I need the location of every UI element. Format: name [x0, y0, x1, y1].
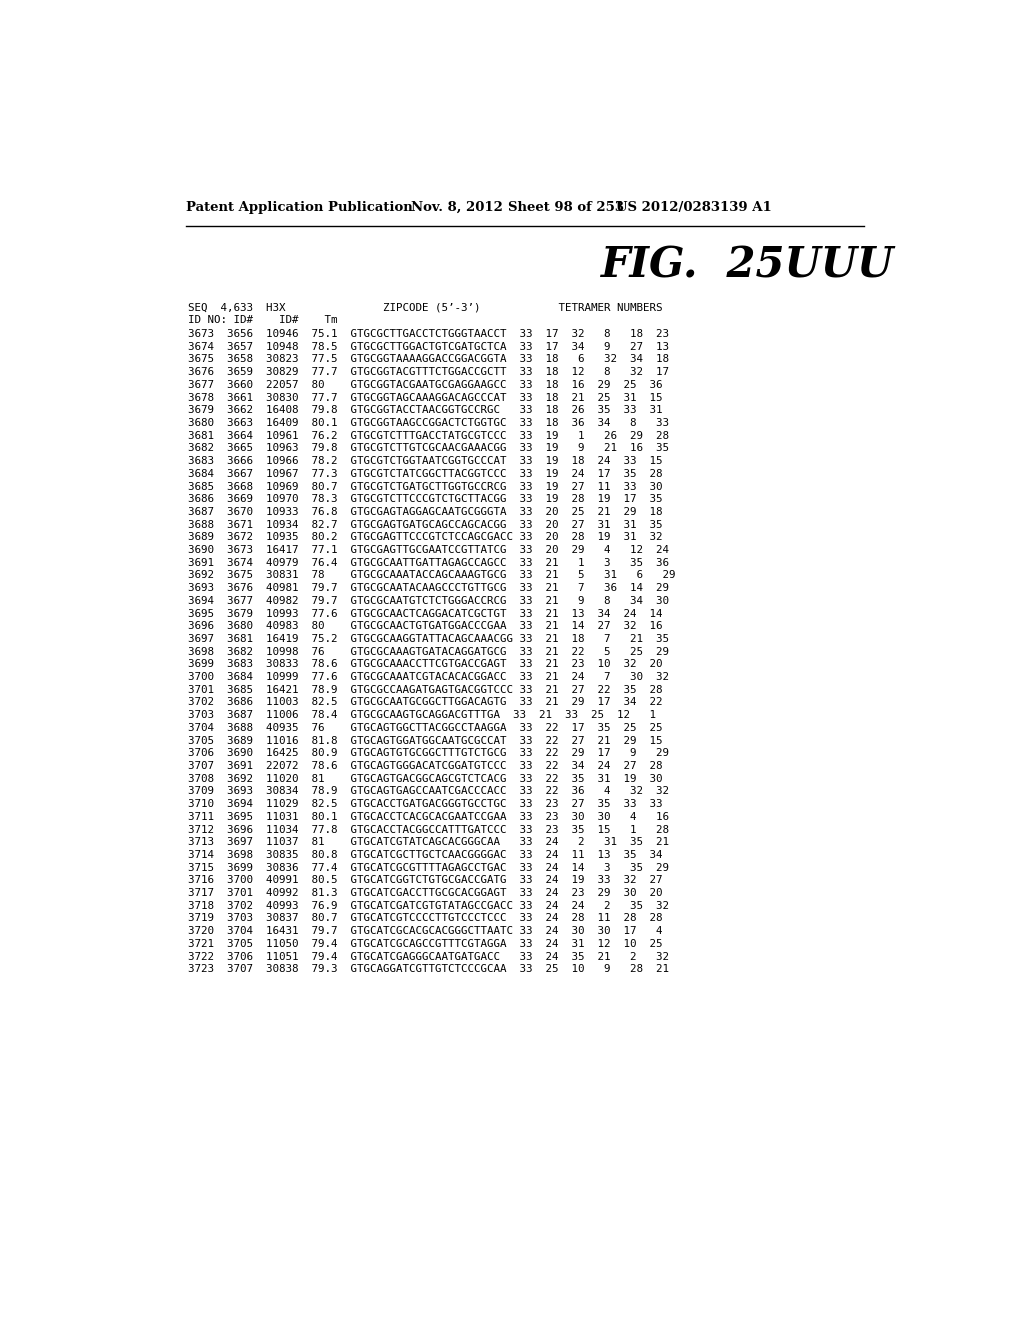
Text: FIG.  25UUU: FIG. 25UUU — [601, 244, 894, 286]
Text: 3675  3658  30823  77.5  GTGCGGTAAAAGGACCGGACGGTA  33  18   6   32  34  18: 3675 3658 30823 77.5 GTGCGGTAAAAGGACCGGA… — [188, 355, 670, 364]
Text: 3680  3663  16409  80.1  GTGCGGTAAGCCGGACTCTGGTGC  33  18  36  34   8   33: 3680 3663 16409 80.1 GTGCGGTAAGCCGGACTCT… — [188, 418, 670, 428]
Text: 3673  3656  10946  75.1  GTGCGCTTGACCTCTGGGTAACCT  33  17  32   8   18  23: 3673 3656 10946 75.1 GTGCGCTTGACCTCTGGGT… — [188, 329, 670, 339]
Text: 3693  3676  40981  79.7  GTGCGCAATACAAGCCCTGTTGCG  33  21   7   36  14  29: 3693 3676 40981 79.7 GTGCGCAATACAAGCCCTG… — [188, 583, 670, 593]
Text: 3723  3707  30838  79.3  GTGCAGGATCGTTGTCTCCCGCAA  33  25  10   9   28  21: 3723 3707 30838 79.3 GTGCAGGATCGTTGTCTCC… — [188, 965, 670, 974]
Text: 3716  3700  40991  80.5  GTGCATCGGTCTGTGCGACCGATG  33  24  19  33  32  27: 3716 3700 40991 80.5 GTGCATCGGTCTGTGCGAC… — [188, 875, 663, 886]
Text: 3707  3691  22072  78.6  GTGCAGTGGGACATCGGATGTCCC  33  22  34  24  27  28: 3707 3691 22072 78.6 GTGCAGTGGGACATCGGAT… — [188, 762, 663, 771]
Text: 3678  3661  30830  77.7  GTGCGGTAGCAAAGGACAGCCCAT  33  18  21  25  31  15: 3678 3661 30830 77.7 GTGCGGTAGCAAAGGACAG… — [188, 392, 663, 403]
Text: 3679  3662  16408  79.8  GTGCGGTACCTAACGGTGCCRGC   33  18  26  35  33  31: 3679 3662 16408 79.8 GTGCGGTACCTAACGGTGC… — [188, 405, 663, 416]
Text: 3691  3674  40979  76.4  GTGCGCAATTGATTAGAGCCAGCC  33  21   1   3   35  36: 3691 3674 40979 76.4 GTGCGCAATTGATTAGAGC… — [188, 558, 670, 568]
Text: 3683  3666  10966  78.2  GTGCGTCTGGTAATCGGTGCCCAT  33  19  18  24  33  15: 3683 3666 10966 78.2 GTGCGTCTGGTAATCGGTG… — [188, 457, 663, 466]
Text: US 2012/0283139 A1: US 2012/0283139 A1 — [616, 201, 772, 214]
Text: 3710  3694  11029  82.5  GTGCACCTGATGACGGGTGCCTGC  33  23  27  35  33  33: 3710 3694 11029 82.5 GTGCACCTGATGACGGGTG… — [188, 799, 663, 809]
Text: 3703  3687  11006  78.4  GTGCGCAAGTGCAGGACGTTTGA  33  21  33  25  12   1: 3703 3687 11006 78.4 GTGCGCAAGTGCAGGACGT… — [188, 710, 656, 721]
Text: 3700  3684  10999  77.6  GTGCGCAAATCGTACACACGGACC  33  21  24   7   30  32: 3700 3684 10999 77.6 GTGCGCAAATCGTACACAC… — [188, 672, 670, 682]
Text: SEQ  4,633  H3X               ZIPCODE (5’-3’)            TETRAMER NUMBERS: SEQ 4,633 H3X ZIPCODE (5’-3’) TETRAMER N… — [188, 302, 663, 313]
Text: 3687  3670  10933  76.8  GTGCGAGTAGGAGCAATGCGGGTA  33  20  25  21  29  18: 3687 3670 10933 76.8 GTGCGAGTAGGAGCAATGC… — [188, 507, 663, 517]
Text: 3695  3679  10993  77.6  GTGCGCAACTCAGGACATCGCTGT  33  21  13  34  24  14: 3695 3679 10993 77.6 GTGCGCAACTCAGGACATC… — [188, 609, 663, 619]
Text: 3698  3682  10998  76    GTGCGCAAAGTGATACAGGATGCG  33  21  22   5   25  29: 3698 3682 10998 76 GTGCGCAAAGTGATACAGGAT… — [188, 647, 670, 656]
Text: Patent Application Publication: Patent Application Publication — [186, 201, 413, 214]
Text: 3696  3680  40983  80    GTGCGCAACTGTGATGGACCCGAA  33  21  14  27  32  16: 3696 3680 40983 80 GTGCGCAACTGTGATGGACCC… — [188, 622, 663, 631]
Text: 3706  3690  16425  80.9  GTGCAGTGTGCGGCTTTGTCTGCG  33  22  29  17   9   29: 3706 3690 16425 80.9 GTGCAGTGTGCGGCTTTGT… — [188, 748, 670, 758]
Text: 3684  3667  10967  77.3  GTGCGTCTATCGGCTTACGGTCCC  33  19  24  17  35  28: 3684 3667 10967 77.3 GTGCGTCTATCGGCTTACG… — [188, 469, 663, 479]
Text: 3719  3703  30837  80.7  GTGCATCGTCCCCTTGTCCCTCCC  33  24  28  11  28  28: 3719 3703 30837 80.7 GTGCATCGTCCCCTTGTCC… — [188, 913, 663, 924]
Text: 3677  3660  22057  80    GTGCGGTACGAATGCGAGGAAGCC  33  18  16  29  25  36: 3677 3660 22057 80 GTGCGGTACGAATGCGAGGAA… — [188, 380, 663, 389]
Text: 3712  3696  11034  77.8  GTGCACCTACGGCCATTTGATCCC  33  23  35  15   1   28: 3712 3696 11034 77.8 GTGCACCTACGGCCATTTG… — [188, 825, 670, 834]
Text: 3714  3698  30835  80.8  GTGCATCGCTTGCTCAACGGGGAC  33  24  11  13  35  34: 3714 3698 30835 80.8 GTGCATCGCTTGCTCAACG… — [188, 850, 663, 859]
Text: 3688  3671  10934  82.7  GTGCGAGTGATGCAGCCAGCACGG  33  20  27  31  31  35: 3688 3671 10934 82.7 GTGCGAGTGATGCAGCCAG… — [188, 520, 663, 529]
Text: 3708  3692  11020  81    GTGCAGTGACGGCAGCGTCTCACG  33  22  35  31  19  30: 3708 3692 11020 81 GTGCAGTGACGGCAGCGTCTC… — [188, 774, 663, 784]
Text: 3674  3657  10948  78.5  GTGCGCTTGGACTGTCGATGCTCA  33  17  34   9   27  13: 3674 3657 10948 78.5 GTGCGCTTGGACTGTCGAT… — [188, 342, 670, 351]
Text: 3690  3673  16417  77.1  GTGCGAGTTGCGAATCCGTTATCG  33  20  29   4   12  24: 3690 3673 16417 77.1 GTGCGAGTTGCGAATCCGT… — [188, 545, 670, 554]
Text: 3717  3701  40992  81.3  GTGCATCGACCTTGCGCACGGAGT  33  24  23  29  30  20: 3717 3701 40992 81.3 GTGCATCGACCTTGCGCAC… — [188, 888, 663, 898]
Text: 3701  3685  16421  78.9  GTGCGCCAAGATGAGTGACGGTCCC 33  21  27  22  35  28: 3701 3685 16421 78.9 GTGCGCCAAGATGAGTGAC… — [188, 685, 663, 694]
Text: 3694  3677  40982  79.7  GTGCGCAATGTCTCTGGGACCRCG  33  21   9   8   34  30: 3694 3677 40982 79.7 GTGCGCAATGTCTCTGGGA… — [188, 595, 670, 606]
Text: 3681  3664  10961  76.2  GTGCGTCTTTGACCTATGCGTCCC  33  19   1   26  29  28: 3681 3664 10961 76.2 GTGCGTCTTTGACCTATGC… — [188, 430, 670, 441]
Text: 3721  3705  11050  79.4  GTGCATCGCAGCCGTTTCGTAGGA  33  24  31  12  10  25: 3721 3705 11050 79.4 GTGCATCGCAGCCGTTTCG… — [188, 939, 663, 949]
Text: 3711  3695  11031  80.1  GTGCACCTCACGCACGAATCCGAA  33  23  30  30   4   16: 3711 3695 11031 80.1 GTGCACCTCACGCACGAAT… — [188, 812, 670, 822]
Text: 3702  3686  11003  82.5  GTGCGCAATGCGGCTTGGACAGTG  33  21  29  17  34  22: 3702 3686 11003 82.5 GTGCGCAATGCGGCTTGGA… — [188, 697, 663, 708]
Text: 3718  3702  40993  76.9  GTGCATCGATCGTGTATAGCCGACC 33  24  24   2   35  32: 3718 3702 40993 76.9 GTGCATCGATCGTGTATAG… — [188, 900, 670, 911]
Text: 3715  3699  30836  77.4  GTGCATCGCGTTTTAGAGCCTGAC  33  24  14   3   35  29: 3715 3699 30836 77.4 GTGCATCGCGTTTTAGAGC… — [188, 863, 670, 873]
Text: 3697  3681  16419  75.2  GTGCGCAAGGTATTACAGCAAACGG 33  21  18   7   21  35: 3697 3681 16419 75.2 GTGCGCAAGGTATTACAGC… — [188, 634, 670, 644]
Text: 3685  3668  10969  80.7  GTGCGTCTGATGCTTGGTGCCRCG  33  19  27  11  33  30: 3685 3668 10969 80.7 GTGCGTCTGATGCTTGGTG… — [188, 482, 663, 491]
Text: 3682  3665  10963  79.8  GTGCGTCTTGTCGCAACGAAACGG  33  19   9   21  16  35: 3682 3665 10963 79.8 GTGCGTCTTGTCGCAACGA… — [188, 444, 670, 453]
Text: ID NO: ID#    ID#    Tm: ID NO: ID# ID# Tm — [188, 315, 338, 325]
Text: 3692  3675  30831  78    GTGCGCAAATACCAGCAAAGTGCG  33  21   5   31   6   29: 3692 3675 30831 78 GTGCGCAAATACCAGCAAAGT… — [188, 570, 676, 581]
Text: 3704  3688  40935  76    GTGCAGTGGCTTACGGCCTAAGGA  33  22  17  35  25  25: 3704 3688 40935 76 GTGCAGTGGCTTACGGCCTAA… — [188, 723, 663, 733]
Text: 3709  3693  30834  78.9  GTGCAGTGAGCCAATCGACCCACC  33  22  36   4   32  32: 3709 3693 30834 78.9 GTGCAGTGAGCCAATCGAC… — [188, 787, 670, 796]
Text: 3689  3672  10935  80.2  GTGCGAGTTCCCGTCTCCAGCGACC 33  20  28  19  31  32: 3689 3672 10935 80.2 GTGCGAGTTCCCGTCTCCA… — [188, 532, 663, 543]
Text: Sheet 98 of 253: Sheet 98 of 253 — [508, 201, 624, 214]
Text: 3699  3683  30833  78.6  GTGCGCAAACCTTCGTGACCGAGT  33  21  23  10  32  20: 3699 3683 30833 78.6 GTGCGCAAACCTTCGTGAC… — [188, 660, 663, 669]
Text: Nov. 8, 2012: Nov. 8, 2012 — [411, 201, 503, 214]
Text: 3720  3704  16431  79.7  GTGCATCGCACGCACGGGCTTAATC 33  24  30  30  17   4: 3720 3704 16431 79.7 GTGCATCGCACGCACGGGC… — [188, 927, 663, 936]
Text: 3705  3689  11016  81.8  GTGCAGTGGATGGCAATGCGCCAT  33  22  27  21  29  15: 3705 3689 11016 81.8 GTGCAGTGGATGGCAATGC… — [188, 735, 663, 746]
Text: 3676  3659  30829  77.7  GTGCGGTACGTTTCTGGACCGCTT  33  18  12   8   32  17: 3676 3659 30829 77.7 GTGCGGTACGTTTCTGGAC… — [188, 367, 670, 378]
Text: 3713  3697  11037  81    GTGCATCGTATCAGCACGGGCAA   33  24   2   31  35  21: 3713 3697 11037 81 GTGCATCGTATCAGCACGGGC… — [188, 837, 670, 847]
Text: 3686  3669  10970  78.3  GTGCGTCTTCCCGTCTGCTTACGG  33  19  28  19  17  35: 3686 3669 10970 78.3 GTGCGTCTTCCCGTCTGCT… — [188, 494, 663, 504]
Text: 3722  3706  11051  79.4  GTGCATCGAGGGCAATGATGACC   33  24  35  21   2   32: 3722 3706 11051 79.4 GTGCATCGAGGGCAATGAT… — [188, 952, 670, 961]
